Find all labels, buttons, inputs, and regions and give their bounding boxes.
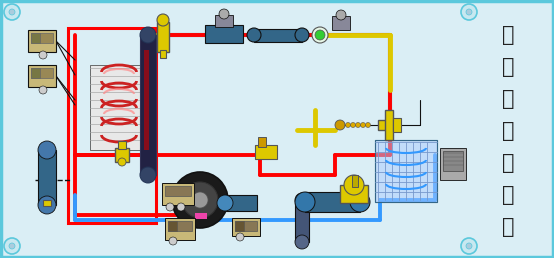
Bar (31, 68, 40, 78)
Bar (38, 150, 56, 205)
Circle shape (295, 28, 309, 42)
Bar (157, 22, 169, 52)
Bar (115, 148, 129, 162)
Circle shape (366, 123, 371, 127)
Circle shape (166, 203, 174, 211)
Circle shape (312, 27, 328, 43)
Bar (375, 140, 437, 202)
Bar (28, 30, 56, 52)
Bar (295, 200, 309, 242)
Circle shape (466, 9, 472, 15)
Circle shape (217, 195, 233, 211)
Bar (90, 65, 148, 150)
Circle shape (192, 192, 208, 208)
Circle shape (118, 158, 126, 166)
Circle shape (336, 10, 346, 20)
Bar (31, 33, 40, 43)
Bar (140, 35, 156, 175)
Bar (31, 33, 53, 43)
Circle shape (169, 237, 177, 245)
Circle shape (38, 196, 56, 214)
Circle shape (346, 123, 351, 127)
Circle shape (157, 14, 169, 26)
Bar (443, 151, 463, 171)
Bar (305, 192, 360, 212)
Bar (235, 221, 244, 231)
Circle shape (140, 27, 156, 43)
Circle shape (9, 243, 15, 249)
Circle shape (140, 167, 156, 183)
Circle shape (461, 4, 477, 20)
Bar (31, 68, 53, 78)
Bar (144, 50, 149, 150)
Circle shape (9, 9, 15, 15)
Bar (168, 221, 177, 231)
Circle shape (315, 30, 325, 40)
Circle shape (295, 193, 309, 207)
Bar (162, 183, 194, 205)
Text: 示: 示 (502, 153, 514, 173)
Bar (440, 148, 466, 180)
Text: 图: 图 (502, 217, 514, 237)
Circle shape (247, 28, 261, 42)
Circle shape (356, 123, 361, 127)
Bar (43, 200, 51, 206)
Bar (352, 175, 358, 187)
Circle shape (466, 243, 472, 249)
Bar (168, 221, 192, 231)
Circle shape (351, 123, 356, 127)
Bar (232, 218, 260, 236)
Bar (378, 120, 400, 130)
Bar (235, 221, 257, 231)
Text: 系: 系 (502, 89, 514, 109)
Circle shape (295, 235, 309, 249)
Circle shape (4, 238, 20, 254)
Bar (332, 16, 350, 30)
Bar (385, 110, 393, 140)
Bar (118, 141, 126, 149)
Bar (28, 65, 56, 87)
Bar (165, 186, 191, 196)
Text: 意: 意 (502, 185, 514, 205)
Bar (375, 140, 437, 202)
Bar (258, 137, 266, 147)
Circle shape (461, 238, 477, 254)
Circle shape (350, 192, 370, 212)
Text: 统: 统 (502, 121, 514, 141)
Circle shape (4, 4, 20, 20)
Circle shape (335, 120, 345, 130)
Circle shape (172, 172, 228, 228)
Circle shape (236, 233, 244, 241)
Circle shape (39, 86, 47, 94)
Bar (160, 50, 166, 58)
Circle shape (182, 182, 218, 218)
Circle shape (295, 192, 315, 212)
Circle shape (344, 175, 364, 195)
Bar (254, 29, 302, 42)
Text: 制: 制 (502, 25, 514, 45)
Bar (68, 28, 156, 223)
Circle shape (219, 9, 229, 19)
Bar (340, 185, 368, 203)
Circle shape (39, 51, 47, 59)
Bar (205, 25, 243, 43)
Bar (165, 218, 195, 240)
Circle shape (38, 141, 56, 159)
Circle shape (177, 203, 185, 211)
Bar (225, 195, 257, 211)
Bar (195, 213, 207, 219)
Bar (215, 15, 233, 27)
Text: 冷: 冷 (502, 57, 514, 77)
Bar (255, 145, 277, 159)
Bar (393, 118, 401, 132)
Circle shape (361, 123, 366, 127)
